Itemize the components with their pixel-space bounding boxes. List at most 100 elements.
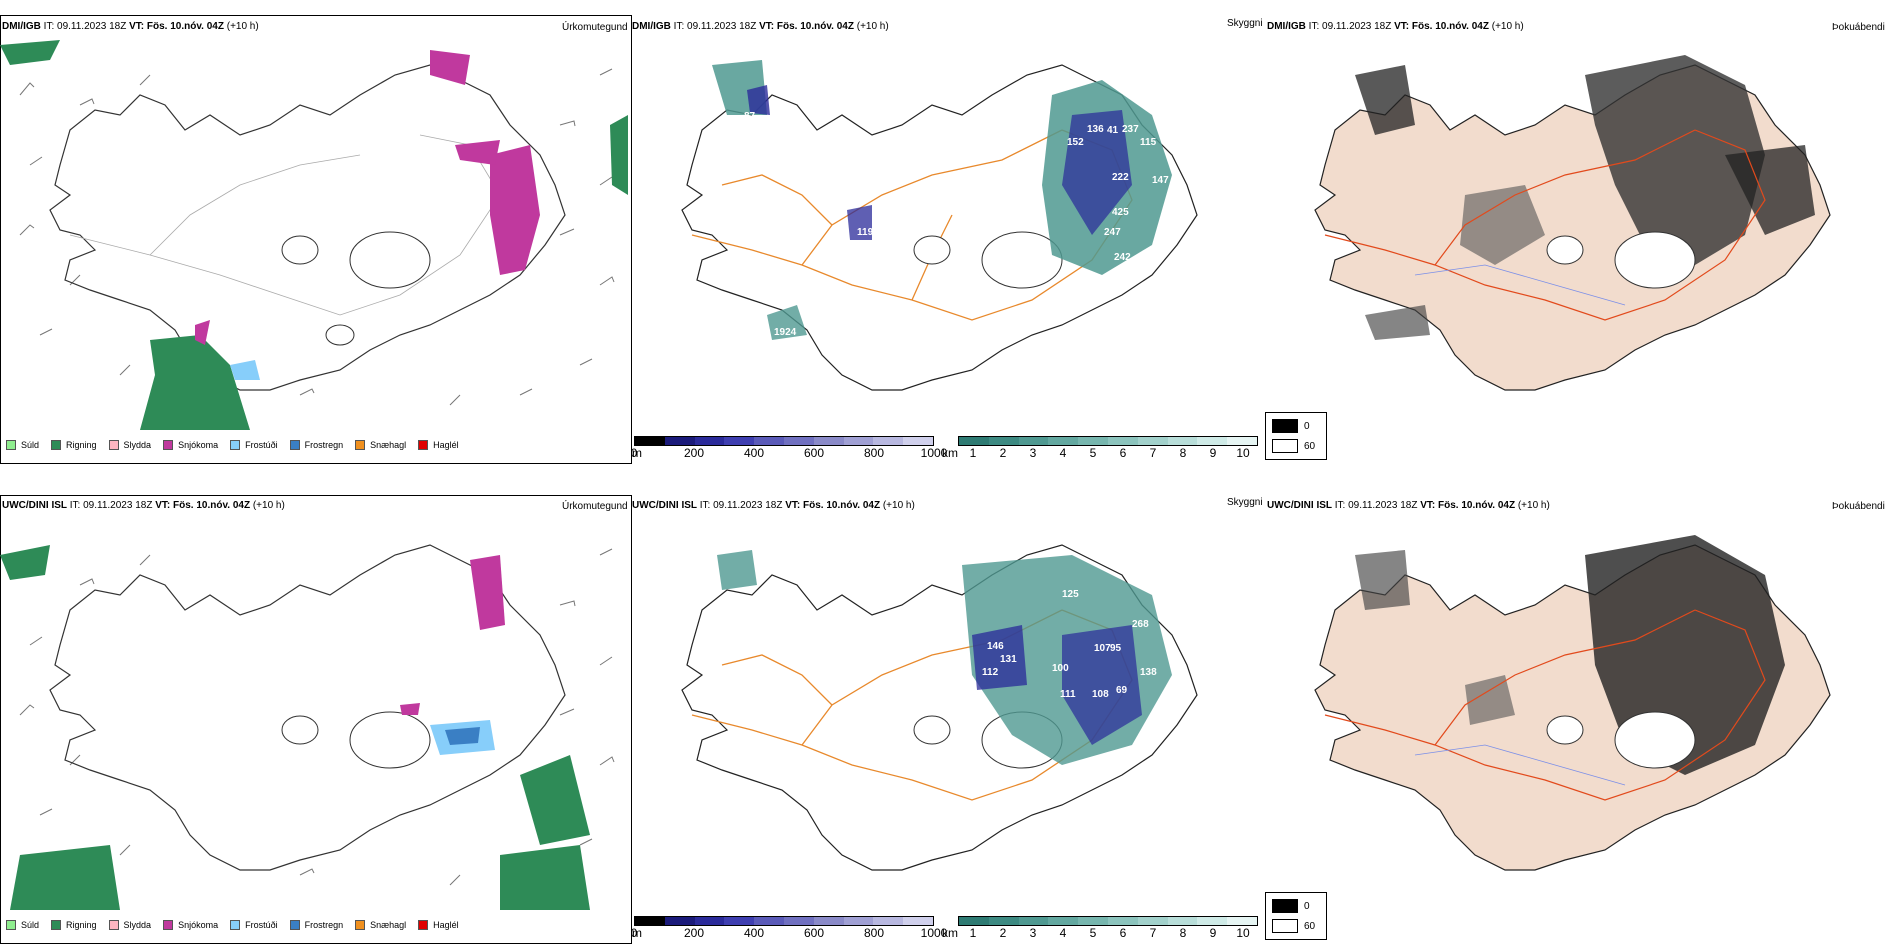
rivers <box>1414 264 1626 306</box>
legend-label-dark: 0 <box>1304 901 1310 912</box>
legend-item-frostregn: Frostregn <box>289 920 344 930</box>
snow-area <box>430 50 470 85</box>
low-vis-area <box>747 85 770 115</box>
init-time: IT: 09.11.2023 18Z <box>43 21 127 32</box>
fog-area <box>1465 675 1515 725</box>
freezing-rain-area <box>445 727 480 745</box>
snow-area <box>490 145 540 275</box>
precip-areas <box>0 40 628 430</box>
rain-area <box>0 40 60 65</box>
panel-header: DMI/IGB IT: 09.11.2023 18Z VT: Fös. 10.n… <box>2 21 259 33</box>
colorbar-tick: 1000 <box>920 926 948 940</box>
colorbar-km-unit: km <box>942 446 958 460</box>
legend-label: Haglél <box>433 440 459 450</box>
valid-time-label: VT: <box>129 21 145 32</box>
colorbar-segment <box>988 437 1019 445</box>
colorbar-segment <box>843 917 874 925</box>
valid-time-label: VT: <box>785 500 801 511</box>
legend-item-slydda: Slydda <box>108 440 152 450</box>
legend-label-dark: 0 <box>1304 421 1310 432</box>
colorbar-m-ticks: 0 200 400 600 800 1000 <box>631 446 948 460</box>
visibility-numbers: 87 152 136 41 237 119 222 425 247 242 31… <box>744 111 1169 338</box>
model-name: UWC/DINI ISL <box>2 500 67 511</box>
wind-barbs <box>19 68 615 406</box>
vis-number: 115 <box>1140 137 1157 148</box>
visibility-map: 112 146 131 100 107 268 111 108 69 138 1… <box>681 544 1198 871</box>
colorbar-tick: 400 <box>743 926 765 940</box>
iceland-outline <box>49 544 566 871</box>
colorbar-tick: 0 <box>630 926 638 940</box>
vis-number: 136 <box>1087 124 1104 135</box>
valid-time-label: VT: <box>155 500 171 511</box>
colorbar-tick: 800 <box>863 446 885 460</box>
cloud-legend: 0 60 <box>1265 892 1327 940</box>
legend-item-rigning: Rigning <box>51 440 97 450</box>
fog-areas <box>1355 55 1815 340</box>
legend-label: Frostregn <box>304 440 344 450</box>
legend-item-haglel: Haglél <box>418 440 459 450</box>
colorbar-segment <box>1167 437 1198 445</box>
legend-item-frostudi: Frostúði <box>230 440 278 450</box>
colorbar-segment <box>1197 917 1228 925</box>
precip-type-panel <box>0 15 632 464</box>
colorbar-segment <box>754 437 784 445</box>
lead-time: (+10 h) <box>856 21 889 32</box>
legend-label: Frostregn <box>304 920 344 930</box>
legend-swatch <box>355 920 366 930</box>
colorbar-tick: 7 <box>1149 446 1157 460</box>
colorbar-segment <box>813 437 844 445</box>
vis-number: 222 <box>1112 172 1129 183</box>
low-vis-area <box>767 305 807 340</box>
panel-header: UWC/DINI ISL IT: 09.11.2023 18Z VT: Fös.… <box>632 500 915 512</box>
legend-item-frostregn: Frostregn <box>289 440 344 450</box>
colorbar-m-ticks: 0 200 400 600 800 1000 <box>630 926 948 940</box>
colorbar-km <box>958 916 1258 926</box>
colorbar-tick: 600 <box>803 926 825 940</box>
vis-number: 87 <box>744 111 756 122</box>
precip-type-map <box>0 544 615 910</box>
colorbar-segment <box>783 917 814 925</box>
legend-swatch <box>108 920 119 930</box>
colorbar-segment <box>1107 437 1138 445</box>
legend-swatch <box>355 440 366 450</box>
panel-header: DMI/IGB IT: 09.11.2023 18Z VT: Fös. 10.n… <box>1267 21 1524 33</box>
model-name: DMI/IGB <box>2 21 41 32</box>
init-time: IT: 09.11.2023 18Z <box>673 21 757 32</box>
vis-number: 247 <box>1104 227 1121 238</box>
legend-item-rigning: Rigning <box>51 920 97 930</box>
legend-label: Slydda <box>123 440 152 450</box>
vis-number: 41 <box>1107 125 1119 136</box>
colorbar-segment <box>843 437 874 445</box>
vis-number: 100 <box>1052 663 1069 674</box>
legend-item-snjokoma: Snjókoma <box>163 920 218 930</box>
colorbar-tick: 9 <box>1209 926 1217 940</box>
init-time: IT: 09.11.2023 18Z <box>1308 21 1392 32</box>
low-vis-area <box>847 205 872 240</box>
legend-item-frostudi: Frostúði <box>230 920 278 930</box>
low-vis-area <box>717 550 757 590</box>
colorbar-segment <box>664 917 695 925</box>
colorbar-segment <box>873 917 904 925</box>
colorbar-tick: 10 <box>1236 446 1250 460</box>
rain-area <box>0 545 50 580</box>
wind-barbs <box>19 548 615 886</box>
model-name: DMI/IGB <box>1267 21 1306 32</box>
vis-number: 237 <box>1122 124 1139 135</box>
legend-label: Snæhagl <box>370 920 407 930</box>
colorbar-km <box>958 436 1258 446</box>
visibility-areas <box>717 550 1172 765</box>
colorbar-segment <box>724 437 755 445</box>
legend-swatch <box>163 920 174 930</box>
vis-number: 112 <box>982 667 999 678</box>
legend-item-haglel: Haglél <box>418 920 459 930</box>
colorbar-tick: 3 <box>1029 446 1037 460</box>
colorbar-segment <box>724 917 755 925</box>
iceland-outline <box>49 64 566 391</box>
rivers <box>1414 744 1626 786</box>
snow-area <box>195 320 210 345</box>
legend-swatch <box>418 440 429 450</box>
rain-area <box>140 335 250 430</box>
legend-swatch <box>289 440 300 450</box>
colorbar-km-ticks: 1 2 3 4 5 6 7 8 9 10 <box>958 926 1258 940</box>
lead-time: (+10 h) <box>252 500 285 511</box>
